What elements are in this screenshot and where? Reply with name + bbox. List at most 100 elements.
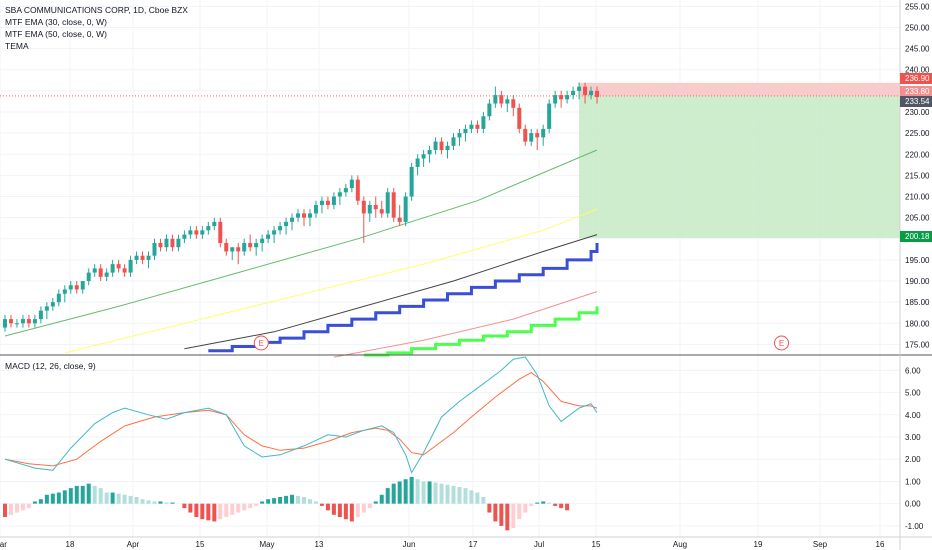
macd-histogram-bar — [397, 481, 402, 504]
time-tick-label: Aug — [673, 540, 687, 549]
candle-body — [541, 128, 546, 138]
price-tick-label: 185.00 — [905, 298, 930, 307]
candle-body — [266, 234, 271, 239]
macd-tick-label: 4.00 — [905, 411, 921, 420]
stop-price-label: 236.90 — [905, 74, 930, 83]
candle-body — [481, 116, 486, 129]
candle-body — [74, 285, 79, 290]
candle-body — [194, 230, 199, 235]
candle-body — [439, 141, 444, 151]
macd-histogram-bar — [445, 484, 450, 504]
grid — [0, 0, 900, 537]
macd-histogram-bar — [20, 503, 25, 511]
macd-histogram-bar — [128, 495, 133, 504]
macd-histogram-bar — [26, 503, 31, 509]
macd-histogram-bar — [511, 503, 516, 529]
macd-histogram-bar — [218, 503, 223, 520]
macd-histogram-bar — [200, 503, 205, 520]
macd-histogram-bar — [553, 503, 558, 506]
earnings-marker-label: E — [779, 339, 784, 348]
macd-histogram-bar — [242, 503, 247, 511]
candle-body — [182, 234, 187, 239]
macd-histogram-bar — [86, 483, 91, 504]
macd-histogram-bar — [481, 497, 486, 504]
position-zones[interactable] — [0, 82, 900, 239]
macd-histogram-bar — [98, 488, 103, 504]
macd-histogram-bar — [523, 503, 528, 513]
candle-body — [80, 281, 85, 290]
time-tick-label: Jun — [403, 540, 416, 549]
candle-body — [499, 95, 504, 104]
price-tick-label: 190.00 — [905, 277, 930, 286]
candle-body — [319, 200, 324, 205]
macd-histogram-bar — [313, 501, 318, 504]
candle-body — [517, 107, 522, 129]
candle-body — [325, 200, 330, 205]
candle-body — [511, 99, 516, 108]
time-tick-label: Jul — [534, 540, 544, 549]
macd-histogram-bar — [116, 493, 121, 504]
price-tick-label: 195.00 — [905, 256, 930, 265]
macd-signal-line — [4, 372, 598, 467]
price-tick-label: 250.00 — [905, 23, 930, 32]
ema50-line — [363, 306, 599, 357]
time-tick-label: May — [259, 540, 274, 549]
candle-body — [505, 99, 510, 104]
macd-histogram-bar — [272, 498, 277, 504]
time-tick-label: 15 — [592, 540, 601, 549]
price-tick-label: 225.00 — [905, 129, 930, 138]
macd-histogram-bar — [457, 487, 462, 504]
macd-histogram-bar — [409, 477, 414, 504]
macd-histogram-bar — [290, 494, 295, 504]
earnings-marker-label: E — [259, 339, 264, 348]
macd-pane — [3, 356, 598, 531]
candle-body — [104, 272, 109, 277]
time-tick-label: 16 — [876, 540, 885, 549]
risk-zone — [579, 82, 900, 96]
macd-histogram-bar — [152, 501, 157, 504]
macd-histogram-bar — [493, 503, 498, 522]
macd-histogram-bar — [565, 503, 570, 511]
candle-body — [493, 95, 498, 104]
last-price-label: 233.54 — [905, 97, 930, 106]
last-price-badge — [900, 96, 932, 107]
ema30-line — [208, 243, 599, 353]
candle-body — [361, 200, 366, 214]
time-tick-label: 18 — [66, 540, 75, 549]
macd-histogram-bar — [367, 503, 372, 509]
candle-body — [188, 230, 193, 235]
candle-body — [457, 133, 462, 138]
macd-tick-label: 2.00 — [905, 455, 921, 464]
price-tick-label: 245.00 — [905, 45, 930, 54]
price-tick-label: 210.00 — [905, 193, 930, 202]
macd-histogram-bar — [182, 503, 187, 509]
candle-body — [32, 319, 37, 324]
macd-histogram-bar — [140, 499, 145, 504]
candle-body — [176, 238, 181, 248]
price-tick-label: 255.00 — [905, 2, 930, 11]
macd-histogram-bar — [44, 494, 49, 504]
candle-body — [128, 259, 133, 273]
candle-body — [20, 319, 25, 324]
macd-histogram-bar — [433, 482, 438, 504]
macd-histogram-bar — [8, 503, 13, 515]
candle-body — [278, 226, 283, 231]
candle-body — [469, 124, 474, 129]
candle-body — [68, 285, 73, 290]
candle-body — [116, 264, 121, 269]
candle-body — [379, 209, 384, 214]
macd-histogram-bar — [68, 488, 73, 504]
candle-body — [553, 95, 558, 104]
macd-histogram-bar — [361, 503, 366, 513]
candle-body — [26, 319, 31, 324]
candle-body — [463, 128, 468, 134]
candle-body — [409, 166, 414, 197]
entry-price-badge — [900, 86, 932, 97]
macd-histogram-bar — [517, 503, 522, 520]
macd-histogram-bar — [104, 492, 109, 504]
macd-histogram-bar — [475, 492, 480, 504]
candle-body — [110, 264, 115, 273]
chart-title: SBA COMMUNICATIONS CORP, 1D, Cboe BZX — [5, 5, 188, 15]
